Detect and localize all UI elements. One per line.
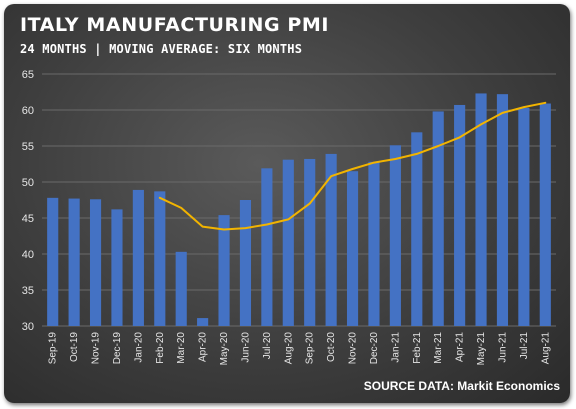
bar: [239, 200, 252, 326]
y-tick-label: 50: [22, 177, 34, 189]
x-tick-label: Apr-20: [198, 332, 209, 362]
x-tick-label: Dec-20: [369, 332, 380, 365]
x-tick-label: Nov-19: [91, 332, 102, 365]
bar: [454, 104, 466, 327]
x-tick-label: Mar-21: [433, 332, 444, 364]
moving-average-series: [158, 101, 547, 231]
x-tick-label: Oct-20: [326, 332, 337, 362]
x-tick-label: Jul-20: [262, 332, 273, 360]
bar: [518, 107, 530, 326]
bar: [197, 318, 209, 326]
bar: [346, 171, 359, 326]
bar: [539, 103, 551, 327]
x-tick-label: Jul-21: [519, 332, 530, 360]
x-tick-label: May-21: [476, 332, 487, 366]
y-tick-label: 65: [22, 69, 34, 81]
x-tick-label: Aug-20: [283, 332, 294, 365]
x-tick-label: Jun-21: [497, 332, 508, 363]
y-tick-label: 45: [22, 213, 34, 225]
y-tick-label: 60: [22, 105, 34, 117]
pmi-chart: 30 35 40 45 50 55 60 65 Sep-19 Oct-19 Nov-19 Dec-1…: [22, 69, 556, 366]
bar: [368, 161, 380, 326]
x-tick-label: Sep-19: [48, 332, 59, 365]
bar: [261, 168, 273, 326]
x-tick-label: Feb-20: [155, 332, 166, 364]
y-tick-label: 35: [22, 285, 34, 297]
bar: [282, 159, 294, 326]
x-tick-label: Dec-19: [112, 332, 123, 365]
bar: [218, 215, 230, 326]
chart-title: ITALY MANUFACTURING PMI: [20, 14, 330, 36]
chart-subtitle: 24 MONTHS | MOVING AVERAGE: SIX MONTHS: [20, 42, 303, 56]
moving-average-line: [158, 101, 547, 231]
x-tick-label: Mar-20: [176, 332, 187, 364]
bar: [496, 94, 509, 326]
bar: [111, 209, 123, 326]
x-tick-label: Oct-19: [69, 332, 80, 362]
x-tick-label: May-20: [219, 332, 230, 366]
bar: [304, 158, 316, 326]
x-tick-label: Apr-21: [455, 332, 466, 362]
pmi-bars: [47, 93, 551, 327]
y-tick-label: 30: [22, 321, 34, 333]
x-axis-ticks: Sep-19 Oct-19 Nov-19 Dec-19 Jan-20 Feb-20 Mar-…: [48, 332, 552, 366]
x-tick-label: Jan-21: [390, 332, 401, 363]
bar: [68, 198, 80, 326]
bar: [175, 251, 187, 326]
source-note: SOURCE DATA: Markit Economics: [363, 379, 560, 393]
bar: [325, 153, 337, 326]
bar: [47, 197, 59, 326]
x-tick-label: Jan-20: [133, 332, 144, 363]
x-tick-label: Jun-20: [240, 332, 251, 363]
bar: [132, 189, 144, 326]
x-tick-label: Nov-20: [348, 332, 359, 365]
y-tick-label: 40: [22, 249, 34, 261]
x-tick-label: Aug-21: [540, 332, 551, 365]
y-tick-label: 55: [22, 141, 34, 153]
chart-card: ITALY MANUFACTURING PMI 24 MONTHS | MOVI…: [4, 4, 570, 403]
bar: [411, 132, 423, 326]
bar: [89, 199, 102, 326]
bar: [154, 191, 166, 326]
bar: [475, 93, 487, 326]
x-tick-label: Sep-20: [305, 332, 316, 365]
gridlines: [42, 73, 556, 327]
bar: [389, 145, 401, 326]
x-tick-label: Feb-21: [412, 332, 423, 364]
y-axis-ticks: 30 35 40 45 50 55 60 65: [22, 69, 34, 333]
bar: [432, 111, 444, 326]
